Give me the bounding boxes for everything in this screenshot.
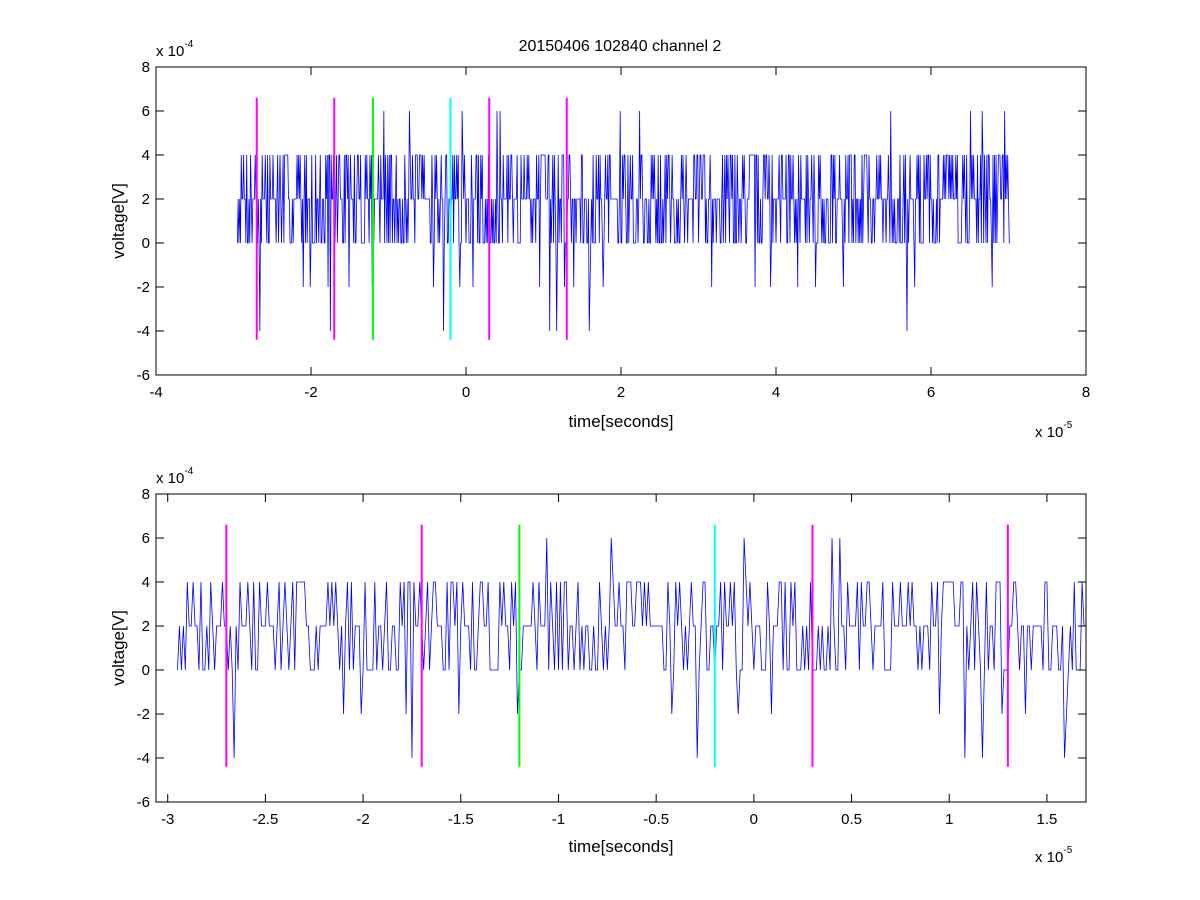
bottom-x-multiplier-exponent: -5 [1063, 845, 1072, 856]
bottom-plot-area [155, 493, 1087, 803]
bottom-x-tick-label: -0.5 [643, 811, 669, 828]
top-x-multiplier-exponent: -5 [1063, 420, 1072, 431]
bottom-y-tick-label: 4 [142, 574, 150, 591]
top-y-multiplier-base: x 10 [156, 43, 184, 60]
top-y-tick-label: 2 [142, 191, 150, 208]
top-y-tick-label: 6 [142, 103, 150, 120]
bottom-y-tick-label: 2 [142, 618, 150, 635]
top-x-multiplier: x 10-5 [1035, 420, 1073, 441]
top-y-tick-label: 4 [142, 147, 150, 164]
top-x-tick-label: 4 [772, 384, 780, 401]
top-x-tick-label: 8 [1082, 384, 1090, 401]
top-x-tick-label: 2 [617, 384, 625, 401]
top-y-multiplier: x 10-4 [156, 39, 194, 60]
bottom-x-tick-label: 0 [750, 811, 758, 828]
top-y-tick-label: -2 [137, 279, 150, 296]
bottom-y-tick-label: -2 [137, 706, 150, 723]
top-x-tick-label: -2 [304, 384, 317, 401]
top-x-axis-label: time[seconds] [569, 412, 674, 431]
bottom-x-tick-label: -3 [161, 811, 174, 828]
bottom-y-tick-label: 8 [142, 486, 150, 503]
top-signal-trace [236, 110, 1011, 332]
top-y-tick-label: -4 [137, 323, 150, 340]
bottom-x-tick-label: 0.5 [841, 811, 862, 828]
bottom-axes: -3 -2.5 -2 -1.5 -1 -0.5 0 0.5 1 1.5 -6 -4 -2 0 2 4 6 8 ti… [109, 466, 1087, 866]
bottom-x-tick-label: -1 [552, 811, 565, 828]
bottom-y-multiplier-exponent: -4 [184, 466, 193, 477]
top-x-tick-label: -4 [149, 384, 162, 401]
bottom-y-tick-label: -6 [137, 794, 150, 811]
bottom-x-multiplier: x 10-5 [1035, 845, 1073, 866]
bottom-signal-trace [177, 537, 1086, 759]
top-series-group [236, 97, 1011, 340]
bottom-x-tick-label: -2 [356, 811, 369, 828]
top-y-axis-label: voltage[V] [109, 183, 128, 259]
bottom-x-tick-label: -2.5 [252, 811, 278, 828]
top-x-multiplier-base: x 10 [1035, 424, 1063, 441]
bottom-ticks-group: -3 -2.5 -2 -1.5 -1 -0.5 0 0.5 1 1.5 -6 -4 -2 0 2 4 6 8 [137, 486, 1086, 828]
bottom-y-tick-label: -4 [137, 750, 150, 767]
top-x-tick-label: 0 [462, 384, 470, 401]
bottom-y-axis-label: voltage[V] [109, 610, 128, 686]
bottom-x-multiplier-base: x 10 [1035, 849, 1063, 866]
bottom-y-tick-label: 6 [142, 530, 150, 547]
top-y-tick-label: 0 [142, 235, 150, 252]
bottom-x-tick-label: 1.5 [1036, 811, 1057, 828]
top-x-tick-label: 6 [927, 384, 935, 401]
bottom-x-tick-label: 1 [945, 811, 953, 828]
top-y-tick-label: -6 [137, 367, 150, 384]
bottom-y-multiplier: x 10-4 [156, 466, 194, 487]
top-y-multiplier-exponent: -4 [184, 39, 193, 50]
bottom-x-axis-label: time[seconds] [569, 837, 674, 856]
bottom-y-tick-label: 0 [142, 662, 150, 679]
bottom-x-tick-label: -1.5 [448, 811, 474, 828]
top-y-tick-label: 8 [142, 59, 150, 76]
bottom-y-multiplier-base: x 10 [156, 470, 184, 487]
bottom-series-group [177, 524, 1086, 767]
figure-title: 20150406 102840 channel 2 [519, 38, 722, 55]
